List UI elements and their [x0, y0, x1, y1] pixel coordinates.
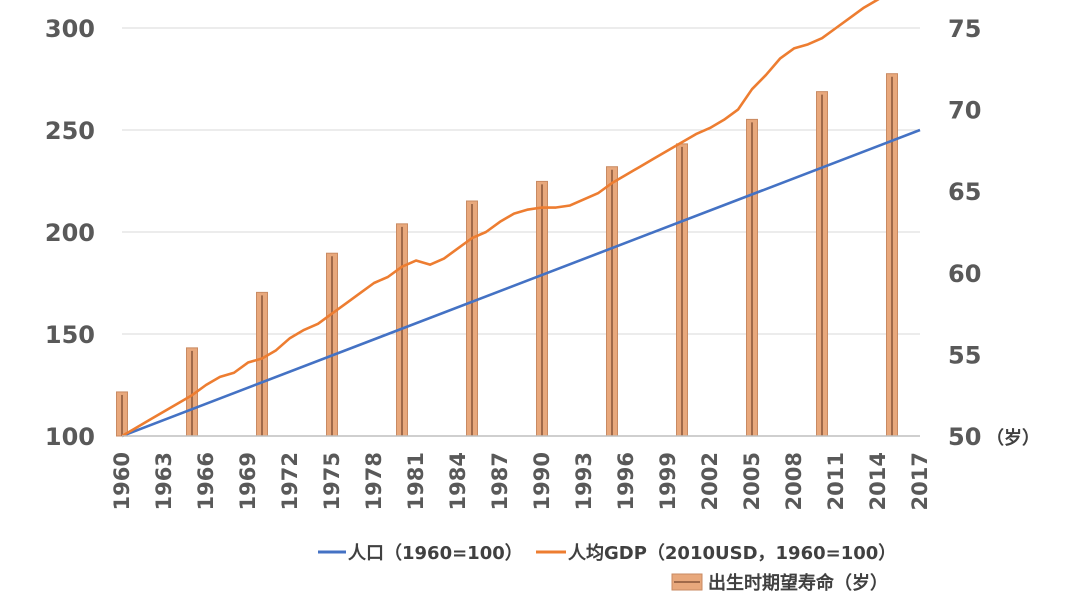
x-tick-label: 2017 — [908, 452, 932, 510]
x-tick-label: 2014 — [866, 452, 890, 510]
x-tick-label: 2011 — [824, 452, 848, 510]
x-tick-label: 1978 — [362, 452, 386, 510]
x-tick-label: 1975 — [320, 452, 344, 510]
x-tick-label: 1963 — [152, 452, 176, 510]
x-tick-label: 1999 — [656, 452, 680, 510]
right-tick-label: 60 — [948, 260, 981, 288]
right-axis: 50 55 60 65 70 75 （岁） — [948, 15, 1040, 451]
right-tick-label: 75 — [948, 15, 981, 43]
gdp-per-capita-line — [121, 0, 880, 438]
left-tick-label: 250 — [45, 117, 95, 145]
left-tick-label: 200 — [45, 219, 95, 247]
left-tick-label: 300 — [45, 15, 95, 43]
x-tick-label: 1987 — [488, 452, 512, 510]
legend: 人口（1960=100） 人均GDP（2010USD，1960=100） 出生时期望… — [318, 542, 896, 594]
x-tick-label: 2005 — [740, 452, 764, 510]
x-tick-label: 1966 — [194, 452, 218, 510]
right-axis-unit: （岁） — [986, 427, 1040, 449]
right-tick-label: 65 — [948, 178, 981, 206]
x-tick-label: 2008 — [782, 452, 806, 510]
x-tick-label: 1990 — [530, 452, 554, 510]
legend-label-population: 人口（1960=100） — [348, 543, 523, 564]
legend-label-life-expectancy: 出生时期望寿命（岁） — [708, 572, 888, 594]
legend-label-gdp: 人均GDP（2010USD，1960=100） — [568, 542, 896, 564]
x-tick-label: 1960 — [110, 452, 134, 510]
line-series — [121, 0, 921, 438]
left-tick-label: 100 — [45, 423, 95, 451]
x-axis: 1960 1963 1966 1969 1972 1975 1978 1981 1984 1987… — [110, 435, 932, 510]
x-tick-label: 1993 — [572, 452, 596, 510]
x-tick-label: 1981 — [404, 452, 428, 510]
x-tick-label: 1996 — [614, 452, 638, 510]
population-line — [121, 128, 921, 438]
left-axis: 100 150 200 250 300 — [45, 15, 95, 451]
x-tick-label: 1972 — [278, 452, 302, 510]
right-tick-label: 50 — [948, 423, 981, 451]
right-tick-label: 55 — [948, 341, 981, 369]
left-tick-label: 150 — [45, 321, 95, 349]
x-tick-label: 1984 — [446, 452, 470, 510]
gridlines — [122, 27, 920, 437]
x-tick-label: 1969 — [236, 452, 260, 510]
right-tick-label: 70 — [948, 97, 981, 125]
x-tick-label: 2002 — [698, 452, 722, 510]
bar-series — [116, 73, 898, 437]
